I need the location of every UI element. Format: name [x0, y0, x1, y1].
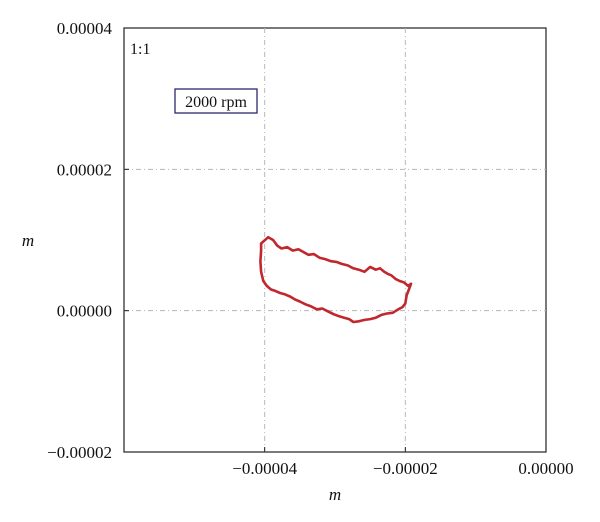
y-tick-label: 0.00000	[57, 302, 112, 321]
y-tick-label: −0.00002	[47, 443, 112, 462]
x-tick-label: 0.00000	[518, 459, 573, 478]
speed-annotation-frame	[174, 88, 258, 114]
x-tick-label: −0.00004	[232, 459, 297, 478]
series-layer	[259, 235, 413, 324]
speed-annotation-box: 2000 rpm	[174, 88, 258, 114]
y-tick-label: 0.00004	[57, 19, 113, 38]
y-axis-title: m	[22, 231, 34, 250]
plot-area-frame	[123, 27, 547, 453]
x-axis-title: m	[329, 485, 341, 504]
aspect-ratio-label: 1:1	[130, 41, 150, 58]
speed-annotation-label: 2000 rpm	[185, 94, 247, 111]
x-tick-label: −0.00002	[373, 459, 438, 478]
orbit-series-line	[259, 235, 413, 324]
y-axis-ticks: −0.00002 0.00000 0.00002 0.00004	[47, 19, 129, 462]
y-tick-label: 0.00002	[57, 160, 112, 179]
x-axis-ticks: −0.00004 −0.00002 0.00000	[232, 447, 574, 478]
